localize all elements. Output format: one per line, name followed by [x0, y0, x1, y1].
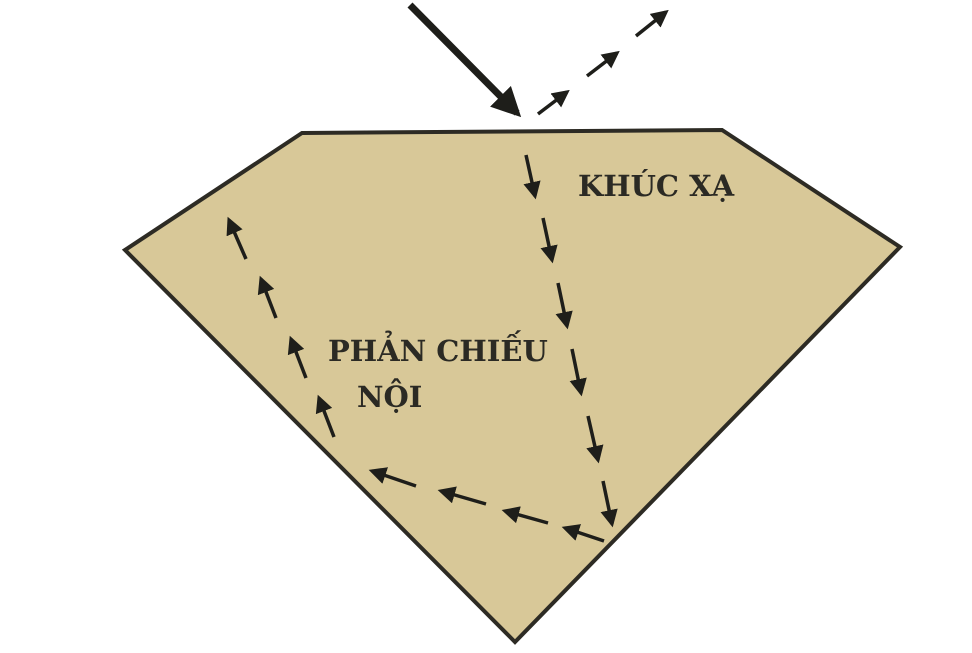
refraction-path-arrows — [523, 154, 618, 528]
reflection-arrow — [368, 467, 417, 488]
reflection-arrow — [315, 394, 336, 438]
internal-reflection-label-line2: NỘI — [357, 377, 422, 414]
external-arrow — [585, 50, 620, 78]
reflection-arrow — [501, 506, 549, 525]
internal-reflection-label-line1: PHẢN CHIẾU — [328, 329, 548, 368]
reflection-arrow — [561, 524, 605, 543]
reflection-arrow — [257, 275, 278, 319]
reflection-arrow — [437, 486, 487, 506]
external-arrow — [536, 89, 570, 116]
external-arrow — [634, 9, 669, 38]
external-reflection-arrows — [536, 9, 669, 116]
diamond-shape — [121, 127, 904, 645]
reflection-arrow — [287, 335, 308, 379]
refraction-arrow — [523, 154, 541, 200]
refraction-arrow — [586, 415, 604, 464]
internal-reflection-rising-arrows — [226, 216, 336, 438]
reflection-arrow — [226, 216, 248, 260]
refraction-arrow — [600, 480, 618, 528]
internal-reflection-horizontal-arrows — [368, 467, 605, 543]
refraction-arrow — [569, 348, 587, 397]
refraction-label: KHÚC XẠ — [578, 168, 735, 203]
refraction-arrow — [540, 217, 558, 264]
incident-light-arrow — [407, 2, 522, 118]
refraction-arrow — [555, 282, 573, 330]
